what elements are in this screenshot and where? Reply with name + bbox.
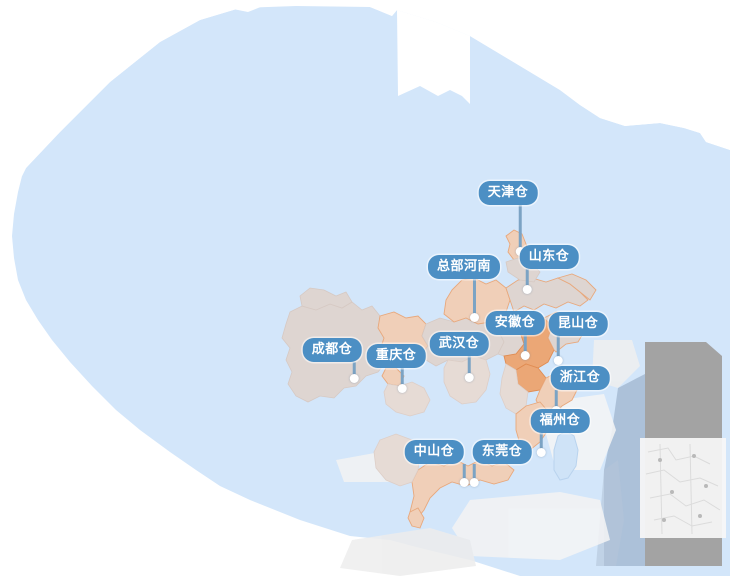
backdrop-notch-right-shoulder bbox=[397, 10, 470, 104]
marker-dot-wuhan[interactable] bbox=[464, 373, 474, 382]
marker-stem-shandong bbox=[525, 269, 529, 286]
marker-label-dongguan[interactable]: 东莞仓 bbox=[472, 440, 532, 464]
map-marker-zongbu[interactable]: 总部河南 bbox=[427, 255, 510, 322]
province-shandong-peninsula bbox=[556, 273, 597, 301]
map-marker-wuhan[interactable]: 武汉仓 bbox=[429, 332, 499, 382]
map-marker-fuzhou[interactable]: 福州仓 bbox=[512, 409, 590, 457]
right-panel-minimap-dots bbox=[658, 454, 708, 522]
map-marker-zhejiang[interactable]: 浙江仓 bbox=[527, 366, 610, 415]
marker-stem-zhongshan bbox=[462, 464, 466, 479]
map-marker-dongguan[interactable]: 东莞仓 bbox=[445, 440, 532, 487]
marker-stem-chongqing bbox=[400, 368, 404, 385]
marker-dot-kunshan[interactable] bbox=[553, 356, 563, 365]
marker-label-wuhan[interactable]: 武汉仓 bbox=[429, 332, 489, 356]
marker-label-kunshan[interactable]: 昆山仓 bbox=[548, 312, 608, 336]
marker-stem-dongguan bbox=[472, 464, 476, 479]
province-guizhou bbox=[383, 381, 431, 417]
map-marker-anhui[interactable]: 安徽仓 bbox=[485, 311, 555, 360]
marker-label-anhui[interactable]: 安徽仓 bbox=[485, 311, 545, 335]
marker-dot-chongqing[interactable] bbox=[397, 384, 407, 393]
map-marker-tianjin[interactable]: 天津仓 bbox=[478, 181, 550, 256]
province-guangdong-leizhou bbox=[407, 507, 425, 529]
backdrop-notch-top bbox=[228, 0, 300, 12]
marker-stem-zongbu bbox=[472, 279, 476, 314]
marker-stem-wuhan bbox=[467, 356, 471, 374]
province-sichuan-north bbox=[299, 287, 353, 311]
marker-stem-anhui bbox=[523, 335, 527, 352]
map-marker-shandong[interactable]: 山东仓 bbox=[498, 245, 579, 294]
map-marker-chengdu[interactable]: 成都仓 bbox=[302, 338, 384, 383]
marker-stem-tianjin bbox=[518, 205, 522, 248]
marker-stem-kunshan bbox=[556, 336, 560, 357]
marker-dot-chengdu[interactable] bbox=[349, 374, 359, 383]
backdrop-corner-top-right bbox=[370, 0, 730, 150]
marker-dot-fuzhou[interactable] bbox=[536, 448, 546, 457]
marker-dot-zongbu[interactable] bbox=[469, 313, 479, 322]
marker-dot-zhongshan[interactable] bbox=[459, 478, 469, 487]
marker-dot-anhui[interactable] bbox=[520, 351, 530, 360]
marker-dot-dongguan[interactable] bbox=[469, 478, 479, 487]
marker-label-fuzhou[interactable]: 福州仓 bbox=[530, 409, 590, 433]
marker-dot-shandong[interactable] bbox=[522, 285, 532, 294]
marker-label-tianjin[interactable]: 天津仓 bbox=[478, 181, 538, 205]
backdrop-coast-notch-lower-left bbox=[0, 440, 430, 576]
marker-label-zhejiang[interactable]: 浙江仓 bbox=[550, 366, 610, 390]
map-marker-kunshan[interactable]: 昆山仓 bbox=[529, 312, 608, 365]
marker-stem-fuzhou bbox=[539, 433, 543, 449]
right-panel-minimap-lines bbox=[645, 443, 721, 535]
map-marker-zhongshan[interactable]: 中山仓 bbox=[404, 440, 494, 487]
map-marker-chongqing[interactable]: 重庆仓 bbox=[366, 344, 432, 393]
marker-stem-zhejiang bbox=[554, 390, 558, 407]
marker-label-shandong[interactable]: 山东仓 bbox=[519, 245, 579, 269]
marker-stem-chengdu bbox=[352, 362, 356, 375]
right-panel-minimap-plate bbox=[640, 438, 726, 538]
backdrop-corner-top-left bbox=[0, 0, 300, 200]
marker-label-zongbu[interactable]: 总部河南 bbox=[427, 255, 501, 279]
marker-label-chengdu[interactable]: 成都仓 bbox=[302, 338, 362, 362]
marker-label-zhongshan[interactable]: 中山仓 bbox=[404, 440, 464, 464]
marker-label-chongqing[interactable]: 重庆仓 bbox=[366, 344, 426, 368]
taiwan-island bbox=[553, 430, 579, 481]
